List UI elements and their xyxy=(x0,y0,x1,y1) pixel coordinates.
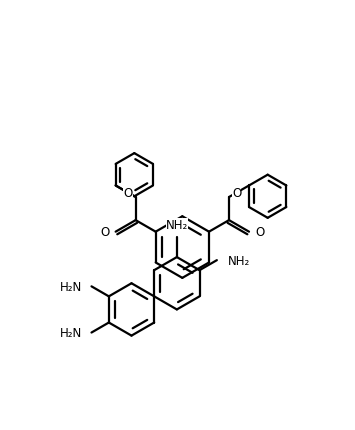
Text: O: O xyxy=(255,226,264,239)
Text: H₂N: H₂N xyxy=(60,326,82,339)
Text: H₂N: H₂N xyxy=(60,280,82,293)
Text: NH₂: NH₂ xyxy=(228,254,250,267)
Text: O: O xyxy=(123,187,132,200)
Text: O: O xyxy=(232,187,241,200)
Text: NH₂: NH₂ xyxy=(166,218,188,231)
Text: O: O xyxy=(100,226,109,239)
